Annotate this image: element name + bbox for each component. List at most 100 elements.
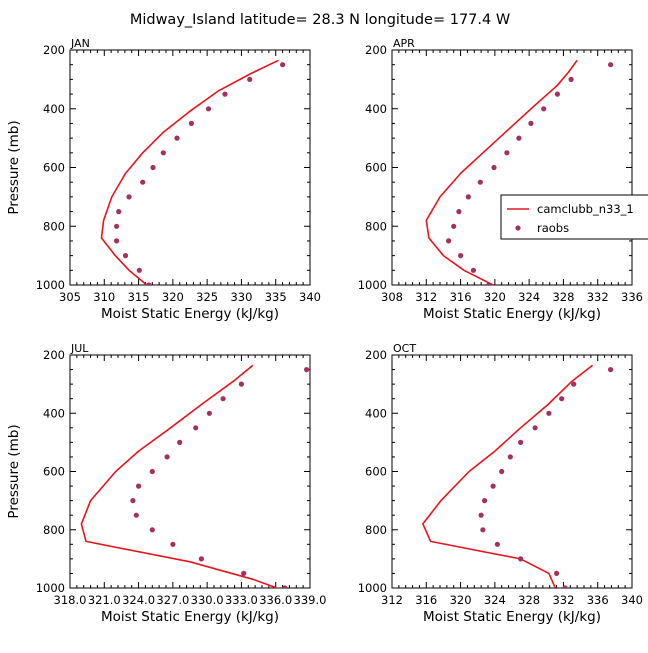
y-tick-label: 600 bbox=[365, 161, 387, 175]
plot-data bbox=[100, 59, 286, 285]
x-tick-label: 332 bbox=[587, 290, 609, 304]
model-profile-line bbox=[422, 364, 594, 588]
x-axis-label: Moist Static Energy (kJ/kg) bbox=[101, 306, 279, 322]
y-tick-label: 400 bbox=[43, 102, 65, 116]
obs-point bbox=[114, 223, 120, 229]
obs-point bbox=[220, 396, 226, 402]
obs-point bbox=[499, 468, 505, 475]
obs-point bbox=[568, 76, 574, 82]
obs-point bbox=[140, 179, 146, 185]
plot-frame bbox=[69, 49, 311, 286]
x-tick-label: 328 bbox=[552, 290, 574, 304]
obs-point bbox=[504, 150, 510, 156]
obs-point bbox=[116, 209, 122, 215]
x-tick-label: 316 bbox=[415, 593, 437, 607]
x-tick-label: 305 bbox=[59, 290, 81, 304]
x-tick-label: 324 bbox=[484, 593, 506, 607]
obs-point bbox=[480, 527, 486, 533]
obs-point bbox=[458, 253, 464, 259]
obs-point bbox=[280, 62, 286, 68]
plot-frame bbox=[391, 354, 633, 589]
obs-point bbox=[546, 410, 552, 416]
x-tick-label: 315 bbox=[128, 290, 150, 304]
obs-point bbox=[170, 541, 176, 547]
panel-title: APR bbox=[393, 37, 415, 50]
obs-point bbox=[149, 468, 155, 475]
obs-point bbox=[554, 91, 561, 97]
obs-point bbox=[177, 439, 183, 445]
y-tick-label: 400 bbox=[43, 406, 65, 420]
plot-frame bbox=[391, 49, 633, 286]
x-tick-label: 324.0 bbox=[122, 593, 155, 607]
x-tick-label: 328 bbox=[518, 593, 540, 607]
obs-point bbox=[122, 253, 129, 259]
y-tick-label: 400 bbox=[365, 406, 387, 420]
obs-point bbox=[559, 396, 565, 402]
x-tick-label: 336.0 bbox=[259, 593, 292, 607]
y-tick-label: 800 bbox=[43, 219, 65, 233]
obs-point bbox=[562, 585, 568, 588]
obs-point bbox=[465, 194, 471, 200]
obs-point bbox=[282, 585, 288, 588]
x-tick-label: 312 bbox=[415, 290, 437, 304]
panel-oct: 312 316 320 324 328 332 336 340 200 400 600 800 1000… bbox=[358, 342, 643, 625]
x-tick-label: 340 bbox=[299, 290, 321, 304]
obs-point bbox=[126, 194, 132, 200]
obs-point bbox=[528, 120, 534, 126]
y-tick-label: 600 bbox=[43, 465, 65, 479]
x-tick-label: 325 bbox=[196, 290, 218, 304]
obs-point bbox=[482, 498, 488, 504]
obs-point bbox=[149, 527, 155, 533]
obs-point bbox=[238, 381, 244, 387]
obs-point bbox=[188, 120, 194, 126]
obs-point bbox=[507, 454, 513, 460]
obs-point bbox=[494, 541, 500, 547]
obs-point bbox=[491, 164, 497, 171]
obs-point bbox=[160, 150, 166, 156]
x-tick-label: 312 bbox=[381, 593, 403, 607]
x-axis-label: Moist Static Energy (kJ/kg) bbox=[423, 306, 601, 322]
obs-point bbox=[130, 498, 136, 504]
obs-point bbox=[304, 367, 310, 373]
x-tick-label: 330.0 bbox=[191, 593, 224, 607]
obs-point bbox=[478, 512, 484, 518]
y-tick-label: 800 bbox=[365, 523, 387, 537]
x-tick-label: 332 bbox=[552, 593, 574, 607]
obs-point bbox=[456, 209, 462, 215]
legend-box bbox=[500, 194, 648, 240]
obs-point bbox=[608, 62, 614, 68]
y-axis-label: Pressure (mb) bbox=[6, 424, 22, 518]
panel-title: JUL bbox=[70, 342, 89, 355]
y-tick-label: 200 bbox=[43, 43, 65, 57]
x-tick-label: 333.0 bbox=[225, 593, 258, 607]
obs-point bbox=[532, 425, 538, 431]
obs-point bbox=[486, 282, 492, 285]
obs-point bbox=[164, 454, 170, 460]
obs-point bbox=[174, 135, 180, 141]
obs-point bbox=[206, 410, 212, 416]
obs-point bbox=[608, 367, 614, 373]
panel-jan: 305 310 315 320 325 330 335 340 200 400 600 800 1000… bbox=[6, 37, 321, 322]
obs-point bbox=[222, 91, 228, 97]
obs-point bbox=[136, 483, 142, 489]
obs-point bbox=[518, 439, 524, 445]
plot-data bbox=[80, 364, 310, 588]
y-tick-label: 1000 bbox=[358, 278, 387, 292]
y-tick-label: 200 bbox=[365, 348, 387, 362]
plot-data bbox=[425, 59, 614, 285]
obs-point bbox=[516, 135, 522, 141]
obs-point bbox=[241, 570, 247, 577]
legend-model-label: camclubb_n33_1 bbox=[537, 202, 634, 216]
y-tick-label: 200 bbox=[43, 348, 65, 362]
model-profile-line bbox=[80, 364, 280, 588]
x-tick-label: 321.0 bbox=[88, 593, 121, 607]
panel-title: JAN bbox=[70, 37, 90, 50]
x-tick-label: 339.0 bbox=[294, 593, 327, 607]
y-axis-label: Pressure (mb) bbox=[6, 120, 22, 214]
plot-data bbox=[422, 364, 614, 588]
x-tick-label: 336 bbox=[587, 593, 609, 607]
obs-point bbox=[136, 267, 142, 273]
